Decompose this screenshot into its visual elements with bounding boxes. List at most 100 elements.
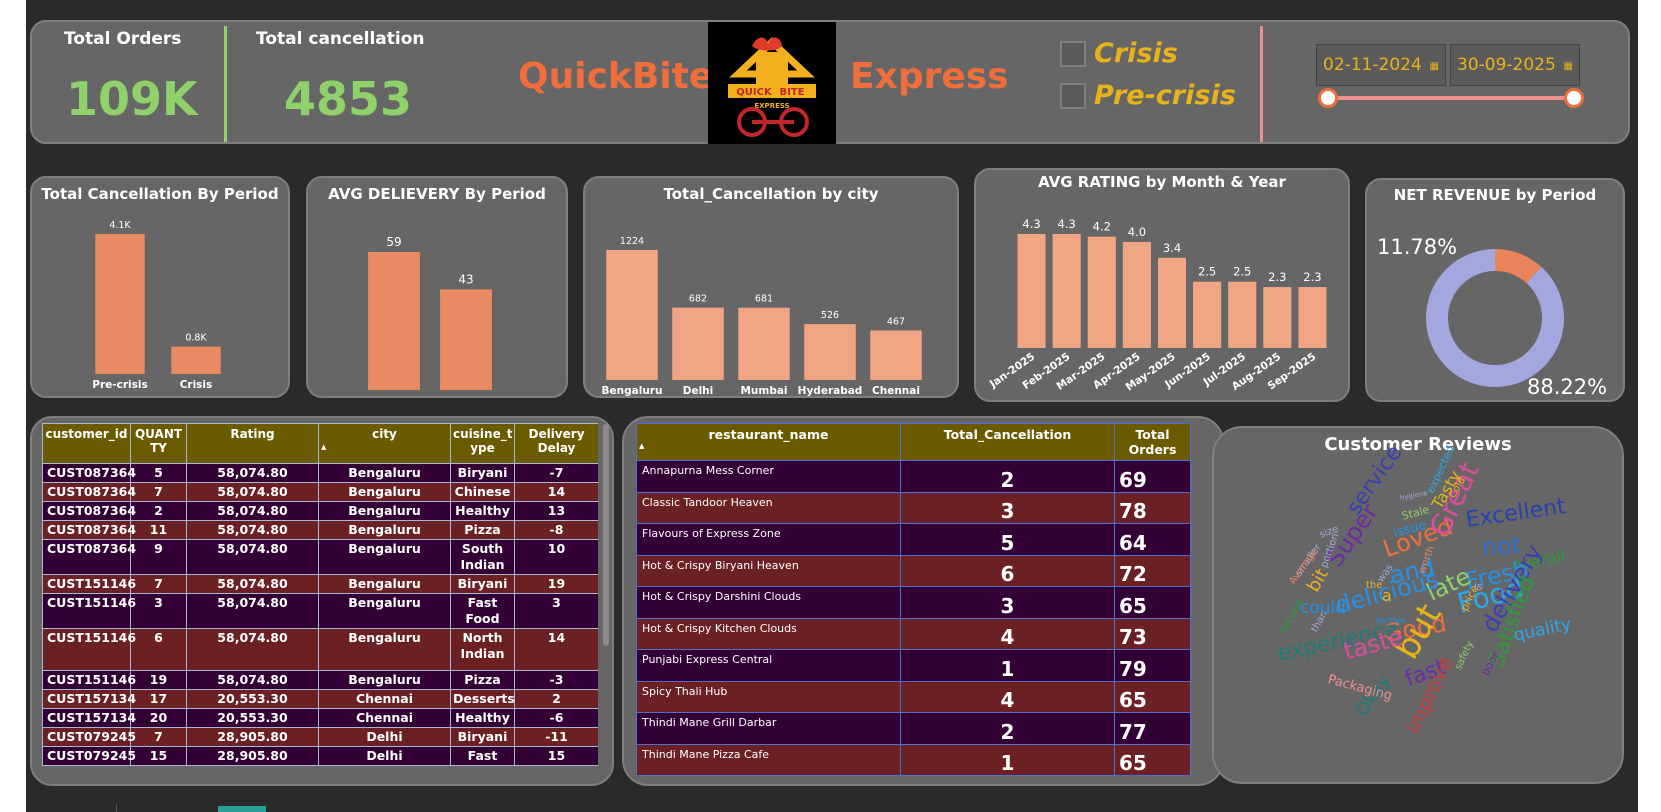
table-row[interactable]: Hot & Crispy Kitchen Clouds 4 73	[636, 617, 1191, 650]
restaurant-table: restaurant_name ▲ Total_Cancellation Total …	[636, 423, 1191, 776]
start-date-value: 02-11-2024	[1323, 55, 1422, 75]
bar-bengaluru[interactable]	[606, 250, 658, 380]
table-row[interactable]: Punjabi Express Central 1 79	[636, 649, 1191, 682]
logo-text-bite: BITE	[780, 87, 805, 98]
column-header-text: cuisine_t	[453, 427, 513, 441]
header-card: Total Orders 109K Total cancellation 485…	[30, 20, 1630, 144]
table-row[interactable]: CUST157134 20 20,553.30 Chennai Healthy -6	[42, 708, 598, 728]
cell-customer_id: CUST151146	[42, 628, 136, 671]
start-date-input[interactable]: 02-11-2024 ▦	[1316, 44, 1446, 86]
cell-city: Bengaluru	[318, 482, 451, 502]
bar-crisis[interactable]	[368, 252, 420, 390]
cell-cancellation: 3	[900, 491, 1115, 524]
column-header[interactable]: Total_Cancellation	[900, 423, 1115, 461]
bar-jul-2025[interactable]	[1228, 281, 1257, 348]
bar-apr-2025[interactable]	[1122, 241, 1151, 348]
total-orders-label: Total Orders	[64, 29, 182, 49]
cuisine-text: Indian	[460, 646, 505, 661]
bar-pre-crisis[interactable]	[95, 234, 145, 374]
bar-pre-crisis[interactable]	[440, 289, 492, 390]
date-range-start-handle[interactable]	[1318, 88, 1338, 108]
cell-customer_id: CUST087364	[42, 463, 136, 483]
period-filter-pre-crisis[interactable]: Pre-crisis	[1060, 80, 1236, 111]
column-header-text: TY	[150, 441, 167, 455]
bar-jan-2025[interactable]	[1017, 234, 1046, 348]
column-header[interactable]: QUANT TY	[130, 423, 187, 464]
bar-feb-2025[interactable]	[1052, 234, 1081, 348]
table-row[interactable]: Hot & Crispy Darshini Clouds 3 65	[636, 586, 1191, 619]
table-row[interactable]: CUST079245 7 28,905.80 Delhi Biryani -11	[42, 727, 598, 747]
table-row[interactable]: CUST087364 7 58,074.80 Bengaluru Chinese 14	[42, 482, 598, 502]
column-header[interactable]: city ▲	[318, 423, 451, 464]
table-row[interactable]: CUST087364 9 58,074.80 Bengaluru South Indian…	[42, 539, 598, 575]
avg-delivery-card: AVG DELIEVERY By Period 59 Crisis 43 Pre-cr…	[306, 176, 568, 398]
crisis-checkbox[interactable]	[1060, 40, 1086, 67]
table-row[interactable]: CUST087364 5 58,074.80 Bengaluru Biryani -7	[42, 463, 598, 483]
cuisine-text: Pizza	[464, 672, 501, 687]
table-row[interactable]: CUST087364 2 58,074.80 Bengaluru Healthy 13	[42, 501, 598, 521]
cell-delay: -7	[514, 463, 598, 483]
restaurant-table-card: restaurant_name ▲ Total_Cancellation Total …	[622, 416, 1224, 786]
bar-mar-2025[interactable]	[1087, 236, 1116, 348]
column-header[interactable]: customer_id	[42, 423, 131, 464]
cell-cuisine: Healthy	[450, 501, 515, 521]
cell-orders: 69	[1114, 460, 1191, 493]
bar-delhi[interactable]	[672, 307, 724, 380]
column-header[interactable]: restaurant_name ▲	[636, 423, 901, 461]
table-row[interactable]: Hot & Crispy Biryani Heaven 6 72	[636, 554, 1191, 587]
cell-rating: 28,905.80	[186, 746, 319, 766]
column-header[interactable]: Delivery Delay	[514, 423, 598, 464]
table-row[interactable]: CUST151146 19 58,074.80 Bengaluru Pizza -3	[42, 670, 598, 690]
sort-ascending-icon[interactable]: ▲	[321, 443, 327, 451]
cell-cuisine: Biryani	[450, 727, 515, 747]
cell-cancellation: 6	[900, 554, 1115, 587]
orders-table-scrollbar[interactable]	[603, 424, 609, 646]
table-row[interactable]: CUST151146 6 58,074.80 Bengaluru North Indian…	[42, 628, 598, 671]
cell-city: Chennai	[318, 689, 451, 709]
table-row[interactable]: Thindi Mane Grill Darbar 2 77	[636, 712, 1191, 745]
bar-aug-2025[interactable]	[1263, 287, 1292, 348]
bar-may-2025[interactable]	[1157, 257, 1187, 348]
column-header[interactable]: Rating	[186, 423, 319, 464]
table-row[interactable]: Flavours of Express Zone 5 64	[636, 523, 1191, 556]
cell-customer_id: CUST079245	[42, 746, 136, 766]
period-filter-crisis[interactable]: Crisis	[1060, 38, 1178, 69]
page-tab-indicator[interactable]	[218, 806, 266, 812]
bar-hyderabad[interactable]	[804, 324, 856, 380]
cell-cuisine: Fast Food	[450, 593, 515, 629]
column-header-text: Total_Cancellation	[943, 427, 1072, 442]
pre-crisis-checkbox[interactable]	[1060, 82, 1086, 109]
cell-city: Bengaluru	[318, 670, 451, 690]
bar-chennai[interactable]	[870, 330, 922, 380]
table-row[interactable]: CUST087364 11 58,074.80 Bengaluru Pizza -8	[42, 520, 598, 540]
bar-mumbai[interactable]	[738, 307, 790, 380]
data-label: 59	[386, 235, 401, 249]
calendar-icon[interactable]: ▦	[1429, 61, 1439, 72]
bar-sep-2025[interactable]	[1298, 287, 1327, 348]
kpi-divider	[224, 26, 227, 142]
table-row[interactable]: CUST157134 17 20,553.30 Chennai Desserts 2	[42, 689, 598, 709]
donut-slice[interactable]	[1494, 249, 1542, 284]
cell-rating: 58,074.80	[186, 501, 319, 521]
donut-slice[interactable]	[1426, 249, 1564, 387]
sort-ascending-icon[interactable]: ▲	[639, 442, 645, 450]
table-row[interactable]: Spicy Thali Hub 4 65	[636, 680, 1191, 713]
table-row[interactable]: Classic Tandoor Heaven 3 78	[636, 491, 1191, 524]
calendar-icon[interactable]: ▦	[1563, 61, 1573, 72]
end-date-input[interactable]: 30-09-2025 ▦	[1450, 44, 1580, 86]
cell-quantity: 3	[130, 593, 187, 629]
data-label: 3.4	[1163, 241, 1181, 255]
bar-crisis[interactable]	[171, 346, 221, 374]
column-header[interactable]: Total Orders	[1114, 423, 1191, 461]
table-row[interactable]: Thindi Mane Pizza Cafe 1 65	[636, 743, 1191, 776]
orders-table-wrapper[interactable]: customer_id QUANT TY Rating city ▲ cuisine_t yp…	[42, 423, 598, 783]
bar-jun-2025[interactable]	[1193, 281, 1222, 348]
table-row[interactable]: CUST151146 3 58,074.80 Bengaluru Fast Food 3	[42, 593, 598, 629]
table-row[interactable]: CUST079245 15 28,905.80 Delhi Fast 15	[42, 746, 598, 766]
total-orders-value: 109K	[66, 72, 198, 126]
date-range-end-handle[interactable]	[1564, 88, 1584, 108]
table-row[interactable]: Annapurna Mess Corner 2 69	[636, 460, 1191, 493]
table-row[interactable]: CUST151146 7 58,074.80 Bengaluru Biryani 19	[42, 574, 598, 594]
cell-rating: 20,553.30	[186, 708, 319, 728]
column-header[interactable]: cuisine_t ype	[450, 423, 515, 464]
